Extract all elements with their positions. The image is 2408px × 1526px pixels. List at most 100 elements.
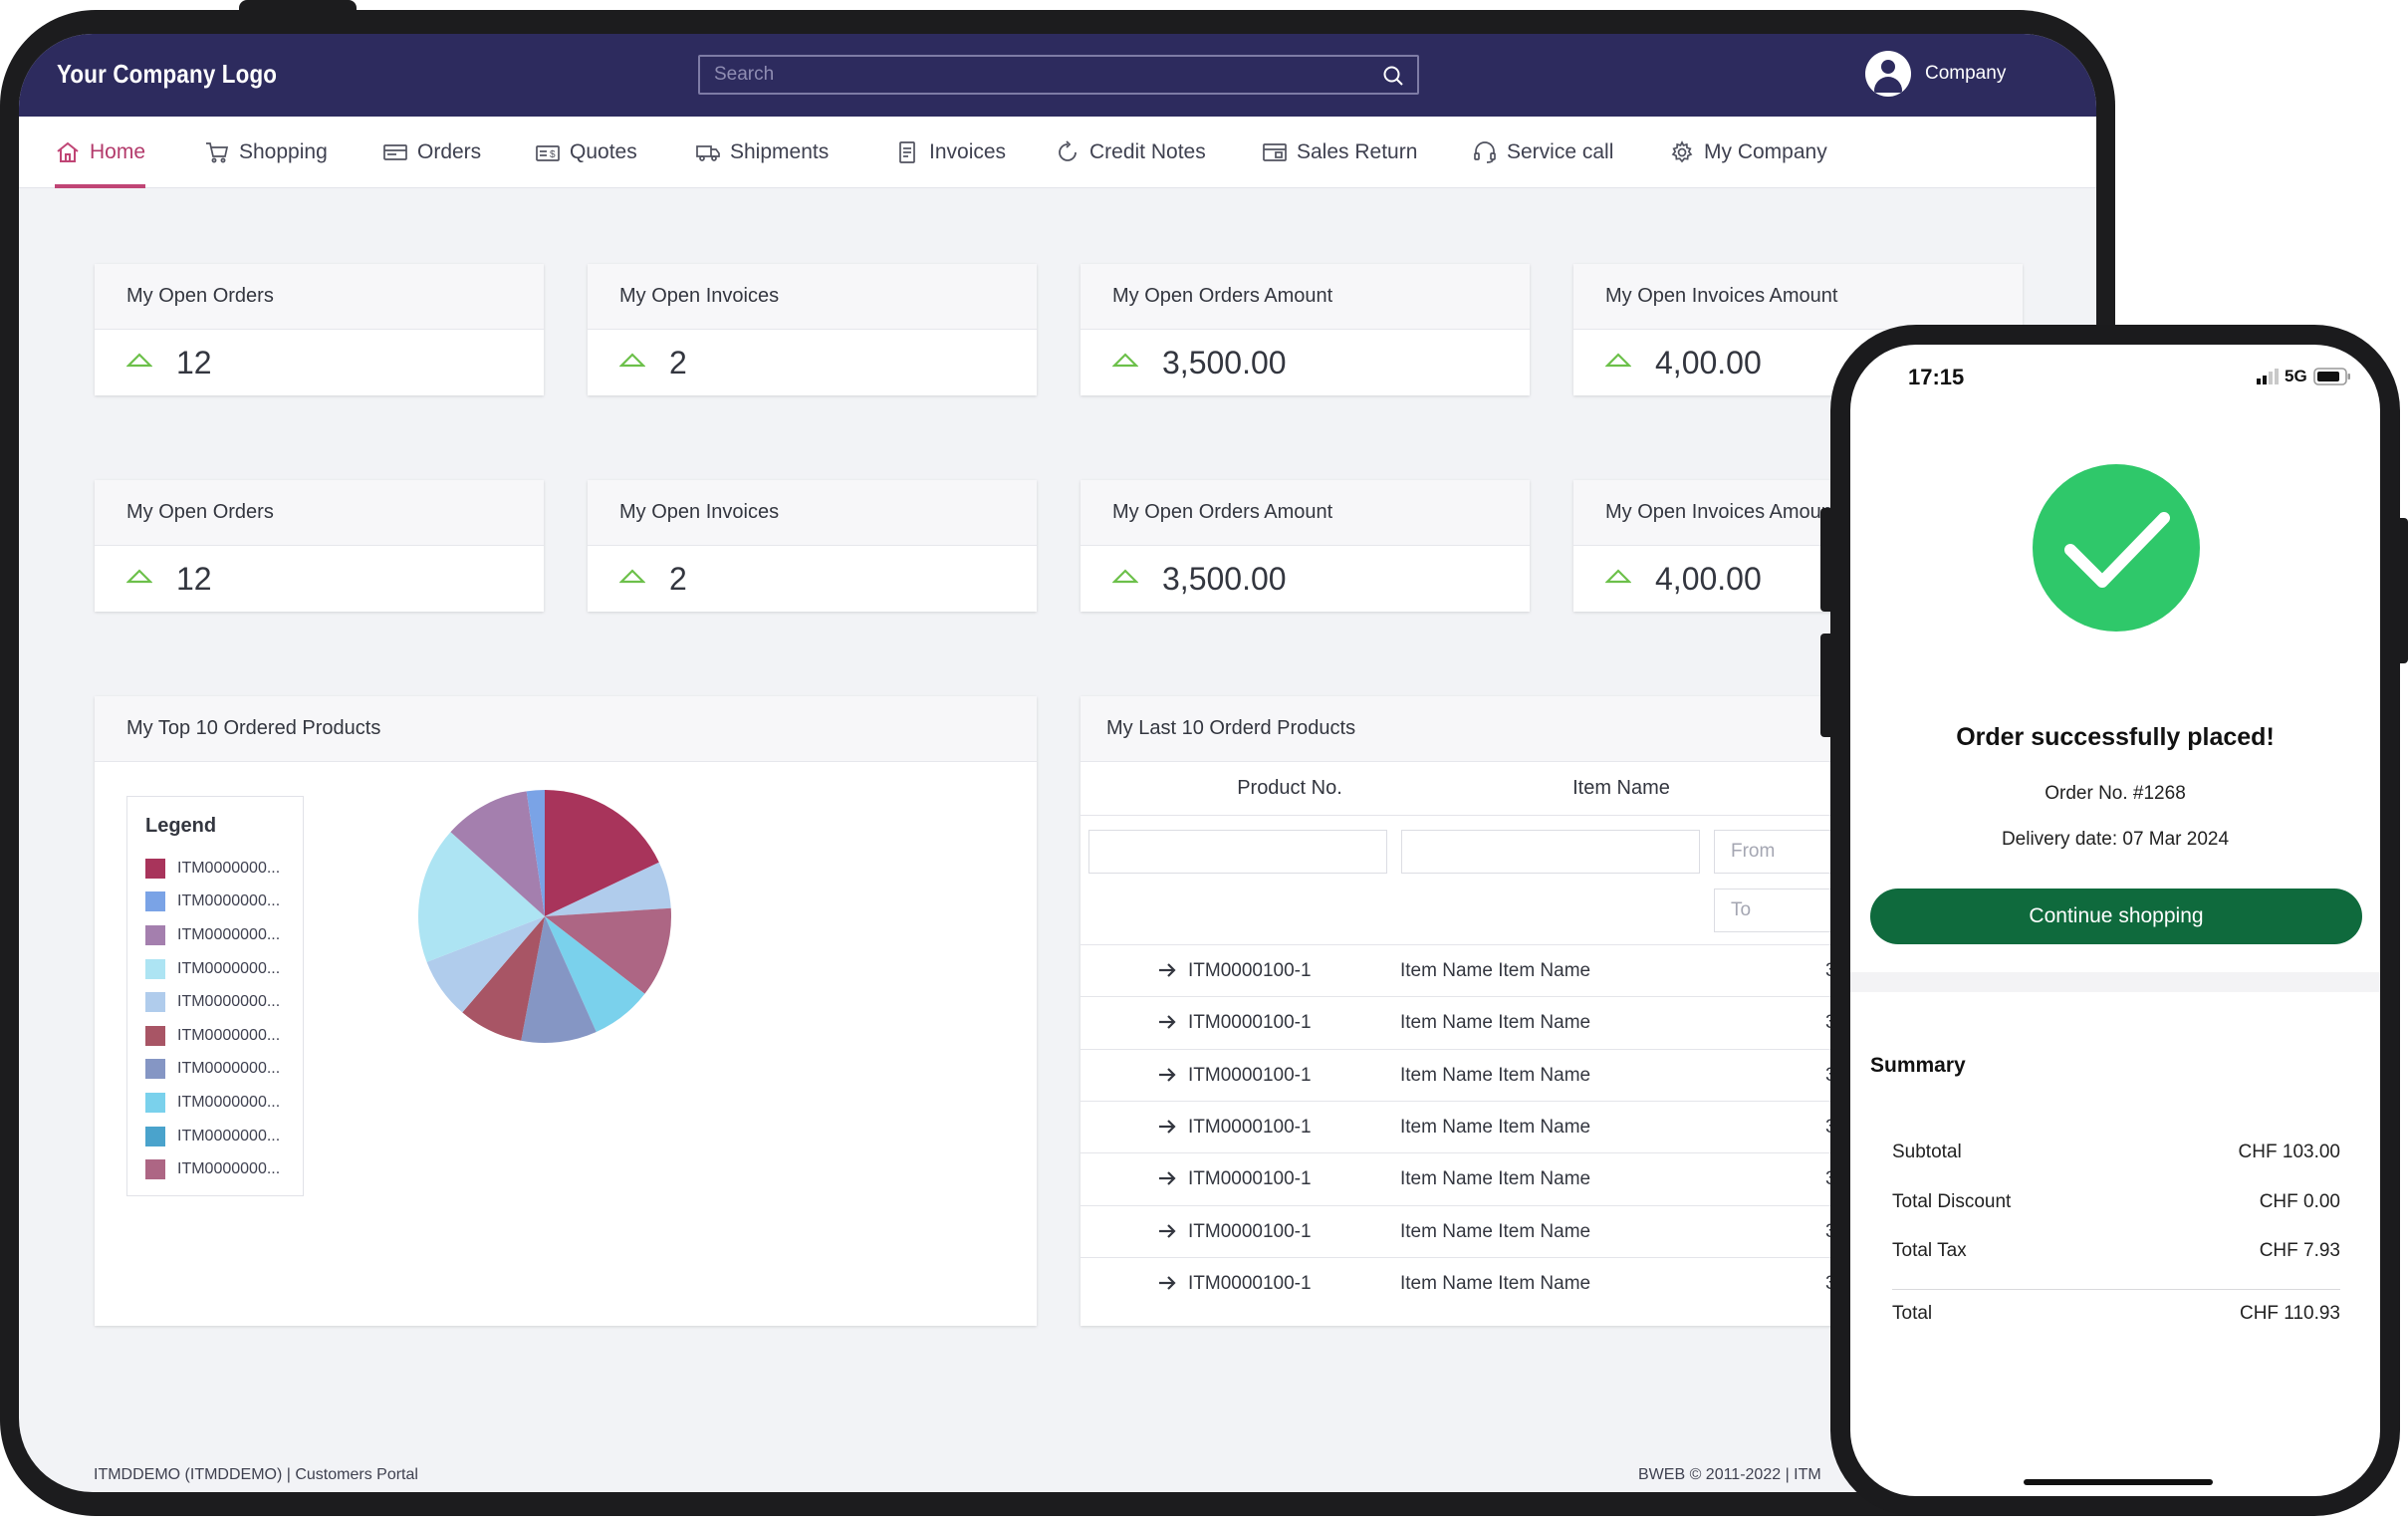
arrow-right-icon[interactable] (1156, 1167, 1178, 1189)
nav-item-orders[interactable]: Orders (382, 117, 481, 188)
trend-up-icon (619, 569, 645, 584)
headset-icon (1474, 141, 1496, 163)
legend-swatch (145, 1159, 165, 1180)
nav-item-invoices[interactable]: Invoices (894, 117, 1006, 188)
pie-slice[interactable] (545, 907, 671, 994)
pie-slice[interactable] (418, 832, 545, 962)
legend-label: ITM0000000... (177, 859, 281, 877)
column-header-product-no[interactable]: Product No. (1237, 777, 1342, 799)
continue-shopping-button[interactable]: Continue shopping (1870, 889, 2362, 944)
stat-card-title: My Open Orders (95, 264, 544, 330)
nav-item-shipments[interactable]: Shipments (695, 117, 829, 188)
legend-item[interactable]: ITM0000000... (145, 1120, 303, 1153)
list-icon (383, 144, 407, 160)
product-number: ITM0000100-1 (1188, 1012, 1312, 1034)
product-no-filter[interactable] (1088, 830, 1387, 874)
stat-value: 3,500.00 (1162, 344, 1287, 381)
pie-slice[interactable] (545, 790, 659, 916)
cart-icon (206, 142, 229, 163)
legend-item[interactable]: ITM0000000... (145, 852, 303, 886)
pie-slice[interactable] (462, 916, 545, 1041)
arrow-right-icon[interactable] (1156, 1011, 1178, 1033)
user-name[interactable]: Company (1925, 63, 2007, 84)
stat-card-open-orders[interactable]: My Open Orders 12 (95, 264, 544, 395)
top-products-title: My Top 10 Ordered Products (95, 696, 1037, 762)
stat-card-open-invoices-amount[interactable]: My Open Invoices Amount 4,00.00 (1573, 264, 2023, 395)
pie-slice[interactable] (426, 916, 545, 1013)
arrow-right-icon[interactable] (1156, 1220, 1178, 1242)
pie-chart (418, 790, 671, 1043)
legend-item[interactable]: ITM0000000... (145, 918, 303, 952)
success-title: Order successfully placed! (1956, 723, 2275, 751)
nav-item-service-call[interactable]: Service call (1472, 117, 1613, 188)
summary-label: Total Discount (1892, 1191, 2012, 1212)
summary-label: Total Tax (1892, 1240, 1967, 1261)
legend-item[interactable]: ITM0000000... (145, 1152, 303, 1186)
company-logo[interactable]: Your Company Logo (57, 59, 278, 89)
pie-slice[interactable] (545, 916, 645, 1032)
summary-row-discount: Total Discount CHF 0.00 (1892, 1191, 2340, 1213)
legend-item[interactable]: ITM0000000... (145, 1019, 303, 1053)
stat-card-open-invoices[interactable]: My Open Invoices 2 (588, 480, 1037, 612)
arrow-right-icon[interactable] (1156, 1272, 1178, 1294)
nav-item-my-company[interactable]: My Company (1669, 117, 1827, 188)
legend-item[interactable]: ITM0000000... (145, 1086, 303, 1120)
item-name: Item Name Item Name (1400, 1220, 1591, 1242)
item-name-filter[interactable] (1401, 830, 1700, 874)
pie-slice[interactable] (521, 916, 597, 1043)
legend-swatch (145, 891, 165, 912)
stat-card-title: My Open Invoices (588, 480, 1037, 546)
stat-value: 4,00.00 (1655, 344, 1762, 381)
nav-item-shopping[interactable]: Shopping (204, 117, 328, 188)
pie-slice[interactable] (450, 791, 545, 916)
arrow-right-icon[interactable] (1156, 1064, 1178, 1086)
nav-item-home[interactable]: Home (55, 117, 146, 188)
item-name: Item Name Item Name (1400, 1116, 1591, 1138)
legend-item[interactable]: ITM0000000... (145, 952, 303, 986)
stat-value: 3,500.00 (1162, 560, 1287, 597)
stat-card-open-invoices[interactable]: My Open Invoices 2 (588, 264, 1037, 395)
legend-item[interactable]: ITM0000000... (145, 1053, 303, 1087)
pie-slice[interactable] (526, 790, 545, 916)
item-name: Item Name Item Name (1400, 1012, 1591, 1034)
legend-item[interactable]: ITM0000000... (145, 985, 303, 1019)
legend-item[interactable]: ITM0000000... (145, 886, 303, 919)
column-header-item-name[interactable]: Item Name (1572, 777, 1670, 799)
stat-card-open-orders-amount[interactable]: My Open Orders Amount 3,500.00 (1081, 480, 1530, 612)
nav-label-quotes: Quotes (570, 140, 637, 163)
nav-item-sales-return[interactable]: Sales Return (1262, 117, 1417, 188)
legend-swatch (145, 1092, 165, 1113)
stat-card-open-orders-amount[interactable]: My Open Orders Amount 3,500.00 (1081, 264, 1530, 395)
pie-slice[interactable] (545, 862, 671, 916)
legend-swatch (145, 1059, 165, 1080)
item-name: Item Name Item Name (1400, 1168, 1591, 1190)
stat-value: 12 (176, 560, 212, 597)
legend-label: ITM0000000... (177, 993, 281, 1011)
trend-up-icon (126, 569, 152, 584)
return-icon (1263, 143, 1287, 161)
phone-frame: 17:15 5G Order successfully placed! Orde… (1830, 325, 2400, 1516)
nav-label-sales-return: Sales Return (1297, 140, 1418, 163)
search-icon[interactable] (1381, 64, 1405, 88)
stat-card-open-orders[interactable]: My Open Orders 12 (95, 480, 544, 612)
user-menu[interactable]: Company (1865, 49, 2006, 99)
arrow-right-icon[interactable] (1156, 959, 1178, 981)
search-input[interactable] (700, 57, 1417, 93)
footer-left: ITMDDEMO (ITMDDEMO) | Customers Portal (94, 1466, 418, 1483)
signal-icon (2257, 369, 2279, 384)
avatar[interactable] (1865, 51, 1911, 97)
item-name: Item Name Item Name (1400, 1064, 1591, 1086)
stat-card-title: My Open Orders Amount (1081, 480, 1530, 546)
nav-item-credit-notes[interactable]: Credit Notes (1055, 117, 1206, 188)
nav-label-service-call: Service call (1507, 140, 1614, 163)
status-time: 17:15 (1908, 365, 1965, 389)
arrow-right-icon[interactable] (1156, 1116, 1178, 1138)
nav-item-quotes[interactable]: $ Quotes (535, 117, 637, 188)
trend-up-icon (1112, 353, 1138, 368)
order-number: Order No. #1268 (2045, 783, 2186, 804)
summary-value: CHF 110.93 (2239, 1303, 2340, 1324)
stat-value: 2 (669, 344, 687, 381)
